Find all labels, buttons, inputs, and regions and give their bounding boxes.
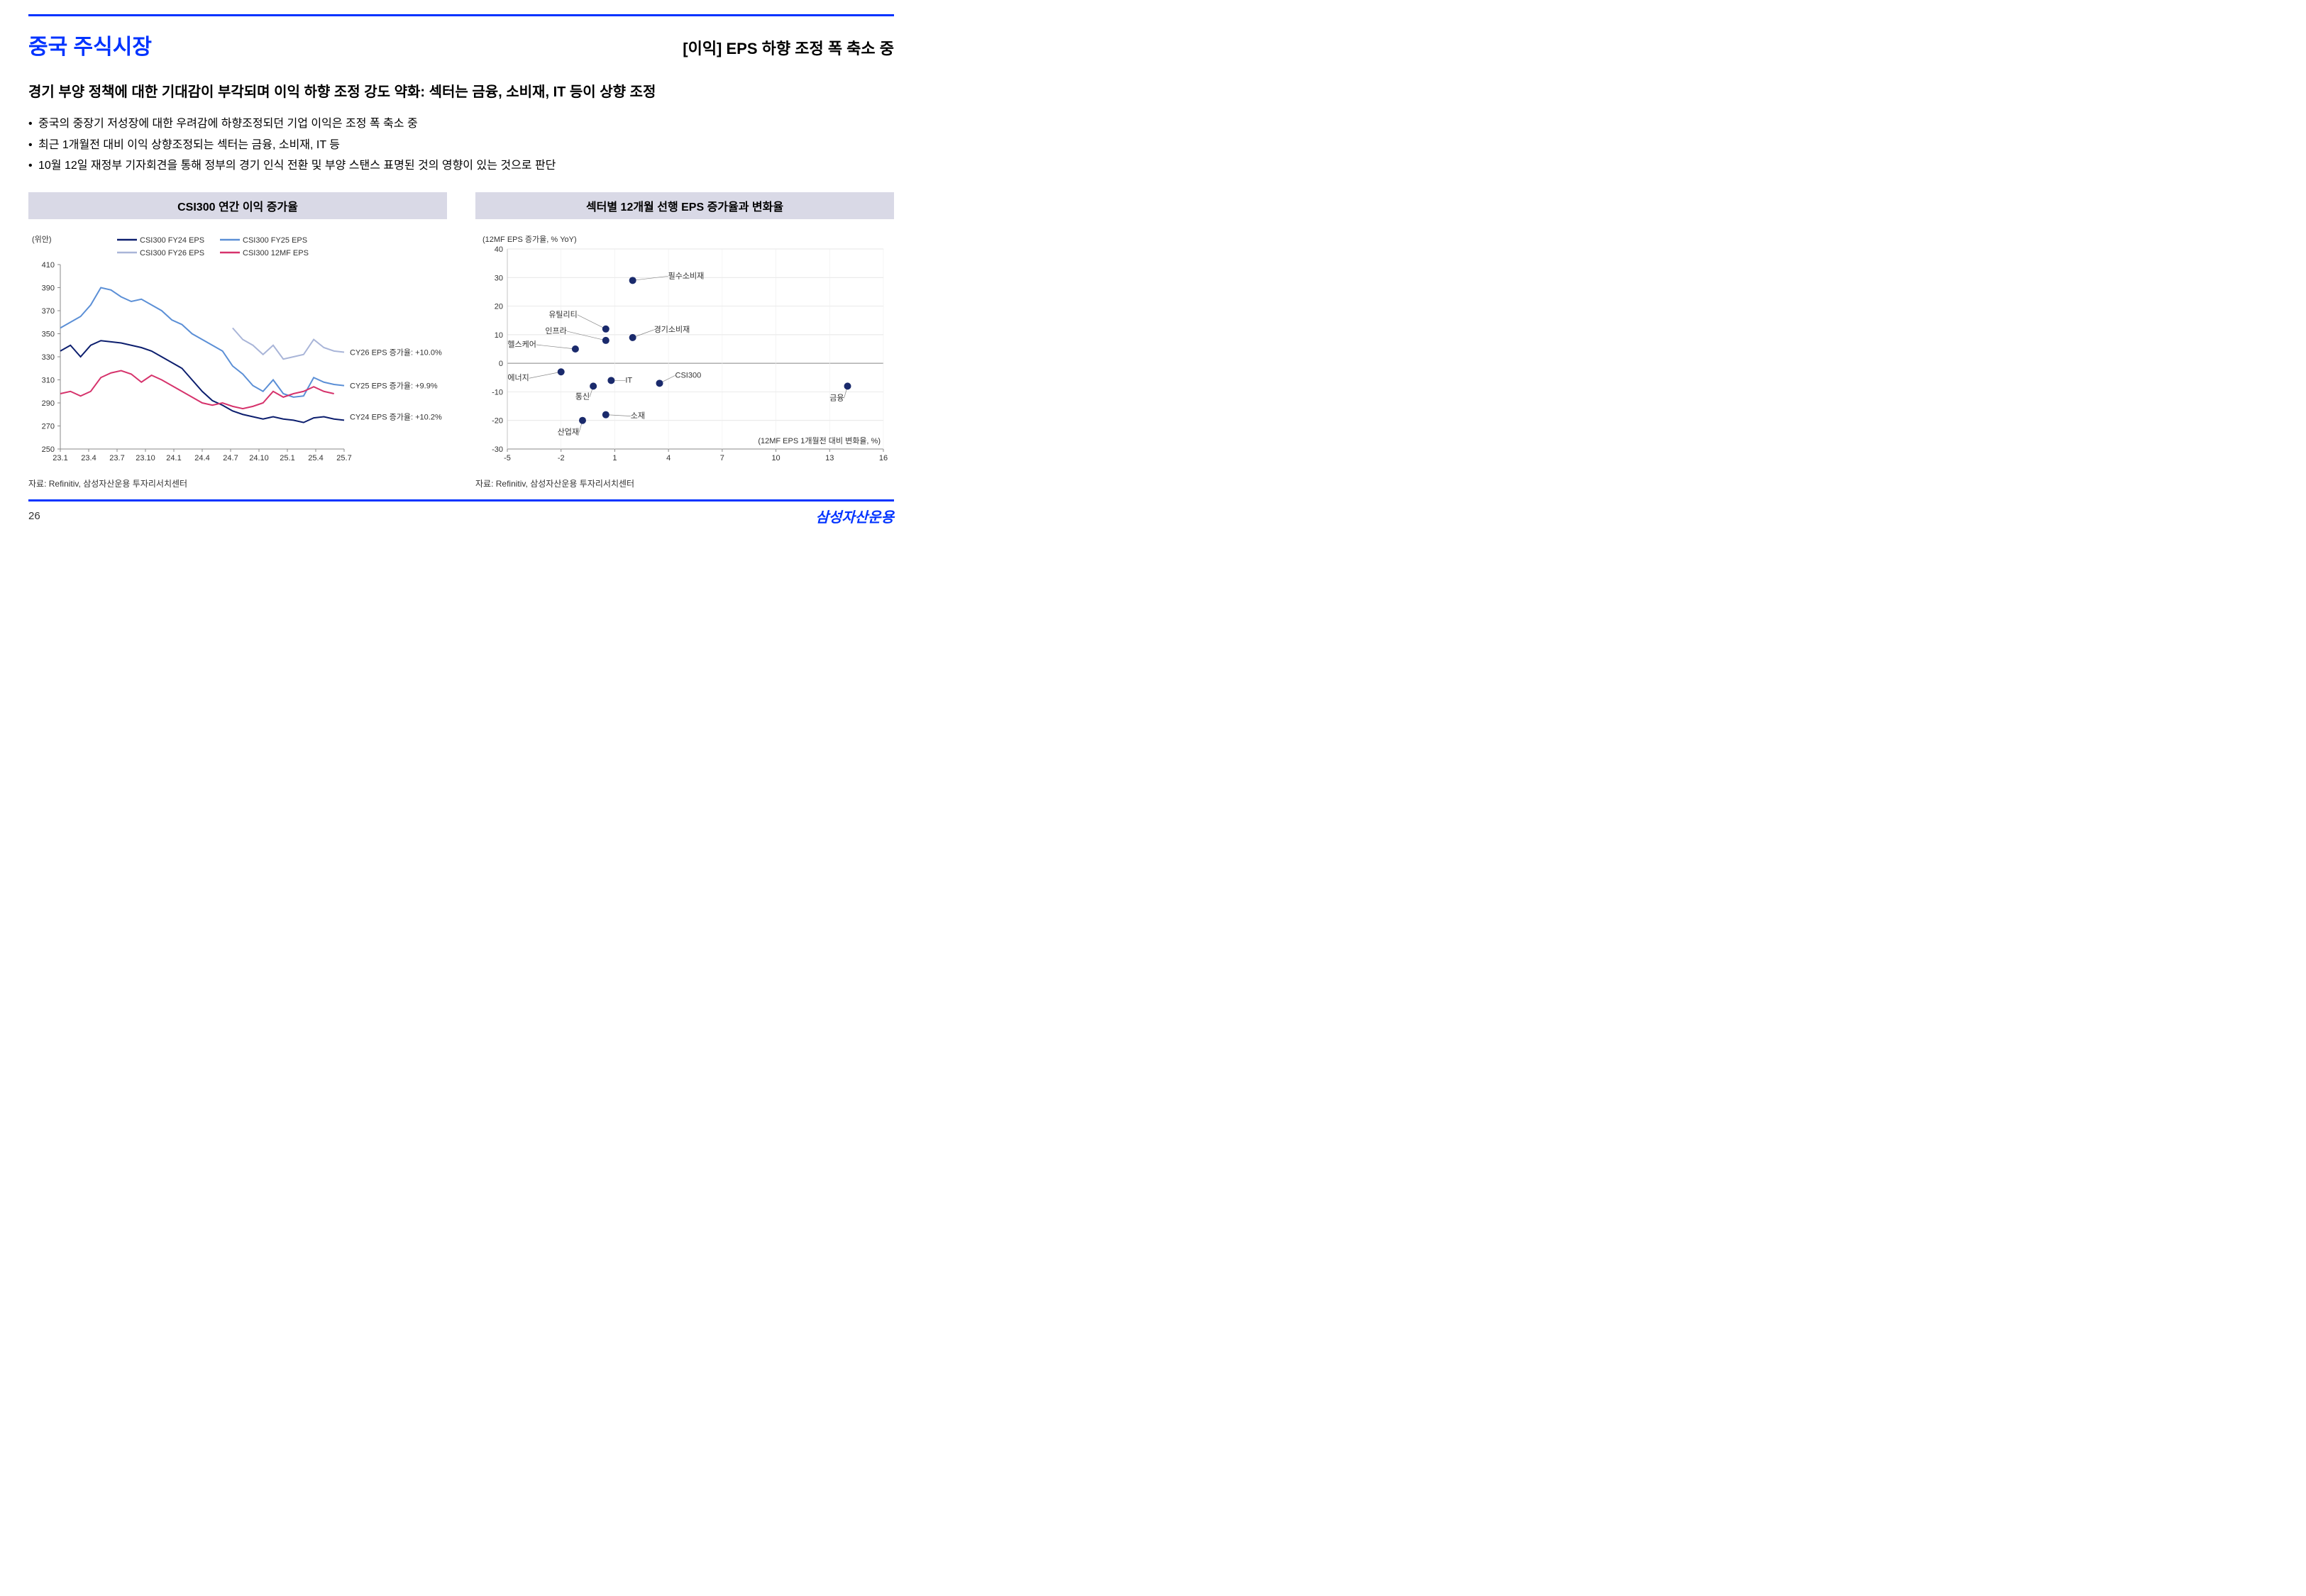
svg-text:270: 270 bbox=[42, 422, 55, 431]
brand-logo: 삼성자산운용 bbox=[816, 506, 894, 526]
svg-text:CSI300 FY24 EPS: CSI300 FY24 EPS bbox=[140, 236, 204, 245]
svg-text:410: 410 bbox=[42, 261, 55, 270]
svg-text:10: 10 bbox=[771, 454, 780, 462]
svg-text:330: 330 bbox=[42, 353, 55, 362]
svg-text:30: 30 bbox=[495, 274, 503, 282]
svg-text:4: 4 bbox=[666, 454, 671, 462]
svg-text:23.4: 23.4 bbox=[81, 454, 96, 462]
svg-text:24.7: 24.7 bbox=[223, 454, 238, 462]
footer: 26 삼성자산운용 bbox=[28, 506, 894, 526]
svg-text:1: 1 bbox=[612, 454, 617, 462]
page-number: 26 bbox=[28, 510, 40, 522]
svg-text:-20: -20 bbox=[492, 416, 503, 425]
svg-text:-10: -10 bbox=[492, 388, 503, 397]
svg-text:(위안): (위안) bbox=[32, 235, 52, 244]
svg-text:CSI300: CSI300 bbox=[675, 371, 702, 379]
svg-text:390: 390 bbox=[42, 284, 55, 292]
left-chart-svg: (위안) CSI300 FY24 EPS CSI300 FY25 EPS CSI300… bbox=[28, 229, 447, 470]
svg-text:금융: 금융 bbox=[829, 393, 844, 402]
svg-text:필수소비재: 필수소비재 bbox=[668, 271, 705, 280]
svg-text:통신: 통신 bbox=[575, 392, 590, 401]
svg-text:24.10: 24.10 bbox=[249, 454, 269, 462]
svg-text:IT: IT bbox=[625, 376, 632, 384]
bullet-item: 10월 12일 재정부 기자회견을 통해 정부의 경기 인식 전환 및 부양 스… bbox=[28, 155, 894, 177]
svg-text:250: 250 bbox=[42, 445, 55, 454]
svg-text:(12MF EPS 증가율, % YoY): (12MF EPS 증가율, % YoY) bbox=[482, 235, 577, 244]
svg-text:24.1: 24.1 bbox=[166, 454, 181, 462]
bullet-item: 최근 1개월전 대비 이익 상향조정되는 섹터는 금융, 소비재, IT 등 bbox=[28, 135, 894, 156]
svg-text:25.4: 25.4 bbox=[308, 454, 323, 462]
svg-text:산업재: 산업재 bbox=[558, 427, 579, 436]
svg-text:23.1: 23.1 bbox=[53, 454, 67, 462]
header: 중국 주식시장 [이익] EPS 하향 조정 폭 축소 중 bbox=[28, 29, 894, 60]
svg-text:소재: 소재 bbox=[631, 411, 645, 420]
svg-text:-30: -30 bbox=[492, 445, 503, 454]
svg-text:310: 310 bbox=[42, 376, 55, 384]
left-chart-area: (위안) CSI300 FY24 EPS CSI300 FY25 EPS CSI300… bbox=[28, 229, 447, 470]
svg-text:7: 7 bbox=[720, 454, 724, 462]
svg-text:350: 350 bbox=[42, 330, 55, 338]
right-chart-title: 섹터별 12개월 선행 EPS 증가율과 변화율 bbox=[475, 192, 894, 219]
svg-text:CSI300 FY25 EPS: CSI300 FY25 EPS bbox=[243, 236, 307, 245]
svg-text:13: 13 bbox=[825, 454, 834, 462]
svg-text:헬스케어: 헬스케어 bbox=[507, 340, 536, 349]
bottom-rule bbox=[28, 499, 894, 501]
svg-text:23.7: 23.7 bbox=[109, 454, 124, 462]
left-chart-title: CSI300 연간 이익 증가율 bbox=[28, 192, 447, 219]
svg-text:370: 370 bbox=[42, 307, 55, 316]
top-rule bbox=[28, 14, 894, 16]
svg-text:경기소비재: 경기소비재 bbox=[654, 325, 690, 334]
svg-text:CY24 EPS 증가율: +10.2%: CY24 EPS 증가율: +10.2% bbox=[350, 412, 442, 421]
svg-text:인프라: 인프라 bbox=[545, 326, 566, 336]
svg-text:(12MF EPS 1개월전 대비 변화율, %): (12MF EPS 1개월전 대비 변화율, %) bbox=[758, 436, 881, 445]
left-chart-source: 자료: Refinitiv, 삼성자산운용 투자리서치센터 bbox=[28, 477, 447, 489]
svg-text:10: 10 bbox=[495, 331, 503, 340]
bullet-list: 중국의 중장기 저성장에 대한 우려감에 하향조정되던 기업 이익은 조정 폭 … bbox=[28, 113, 894, 177]
svg-text:유틸리티: 유틸리티 bbox=[548, 310, 577, 319]
svg-text:23.10: 23.10 bbox=[136, 454, 155, 462]
svg-text:24.4: 24.4 bbox=[194, 454, 209, 462]
right-chart-column: 섹터별 12개월 선행 EPS 증가율과 변화율 (12MF EPS 증가율, … bbox=[475, 192, 894, 489]
svg-text:에너지: 에너지 bbox=[507, 373, 529, 382]
svg-text:16: 16 bbox=[879, 454, 888, 462]
page-title: 중국 주식시장 bbox=[28, 29, 152, 60]
right-chart-area: (12MF EPS 증가율, % YoY) -30 -20 -10 0 10 20 30 40 -… bbox=[475, 229, 894, 470]
charts-row: CSI300 연간 이익 증가율 (위안) CSI300 FY24 EPS CSI3… bbox=[28, 192, 894, 489]
bullet-item: 중국의 중장기 저성장에 대한 우려감에 하향조정되던 기업 이익은 조정 폭 … bbox=[28, 113, 894, 135]
lead-text: 경기 부양 정책에 대한 기대감이 부각되며 이익 하향 조정 강도 약화: 섹… bbox=[28, 80, 894, 101]
svg-text:CSI300 12MF EPS: CSI300 12MF EPS bbox=[243, 249, 309, 257]
page-subtitle: [이익] EPS 하향 조정 폭 축소 중 bbox=[683, 36, 894, 59]
right-chart-source: 자료: Refinitiv, 삼성자산운용 투자리서치센터 bbox=[475, 477, 894, 489]
svg-text:40: 40 bbox=[495, 245, 503, 254]
svg-text:CY26 EPS 증가율: +10.0%: CY26 EPS 증가율: +10.0% bbox=[350, 348, 442, 357]
right-chart-svg: (12MF EPS 증가율, % YoY) -30 -20 -10 0 10 20 30 40 -… bbox=[475, 229, 894, 470]
svg-text:-2: -2 bbox=[558, 454, 565, 462]
svg-text:CY25 EPS 증가율: +9.9%: CY25 EPS 증가율: +9.9% bbox=[350, 381, 438, 390]
svg-text:CSI300 FY26 EPS: CSI300 FY26 EPS bbox=[140, 249, 204, 257]
svg-text:-5: -5 bbox=[504, 454, 511, 462]
svg-text:20: 20 bbox=[495, 302, 503, 311]
left-chart-column: CSI300 연간 이익 증가율 (위안) CSI300 FY24 EPS CSI3… bbox=[28, 192, 447, 489]
svg-text:25.1: 25.1 bbox=[280, 454, 294, 462]
svg-text:25.7: 25.7 bbox=[336, 454, 351, 462]
svg-text:290: 290 bbox=[42, 399, 55, 408]
svg-text:0: 0 bbox=[499, 360, 503, 368]
